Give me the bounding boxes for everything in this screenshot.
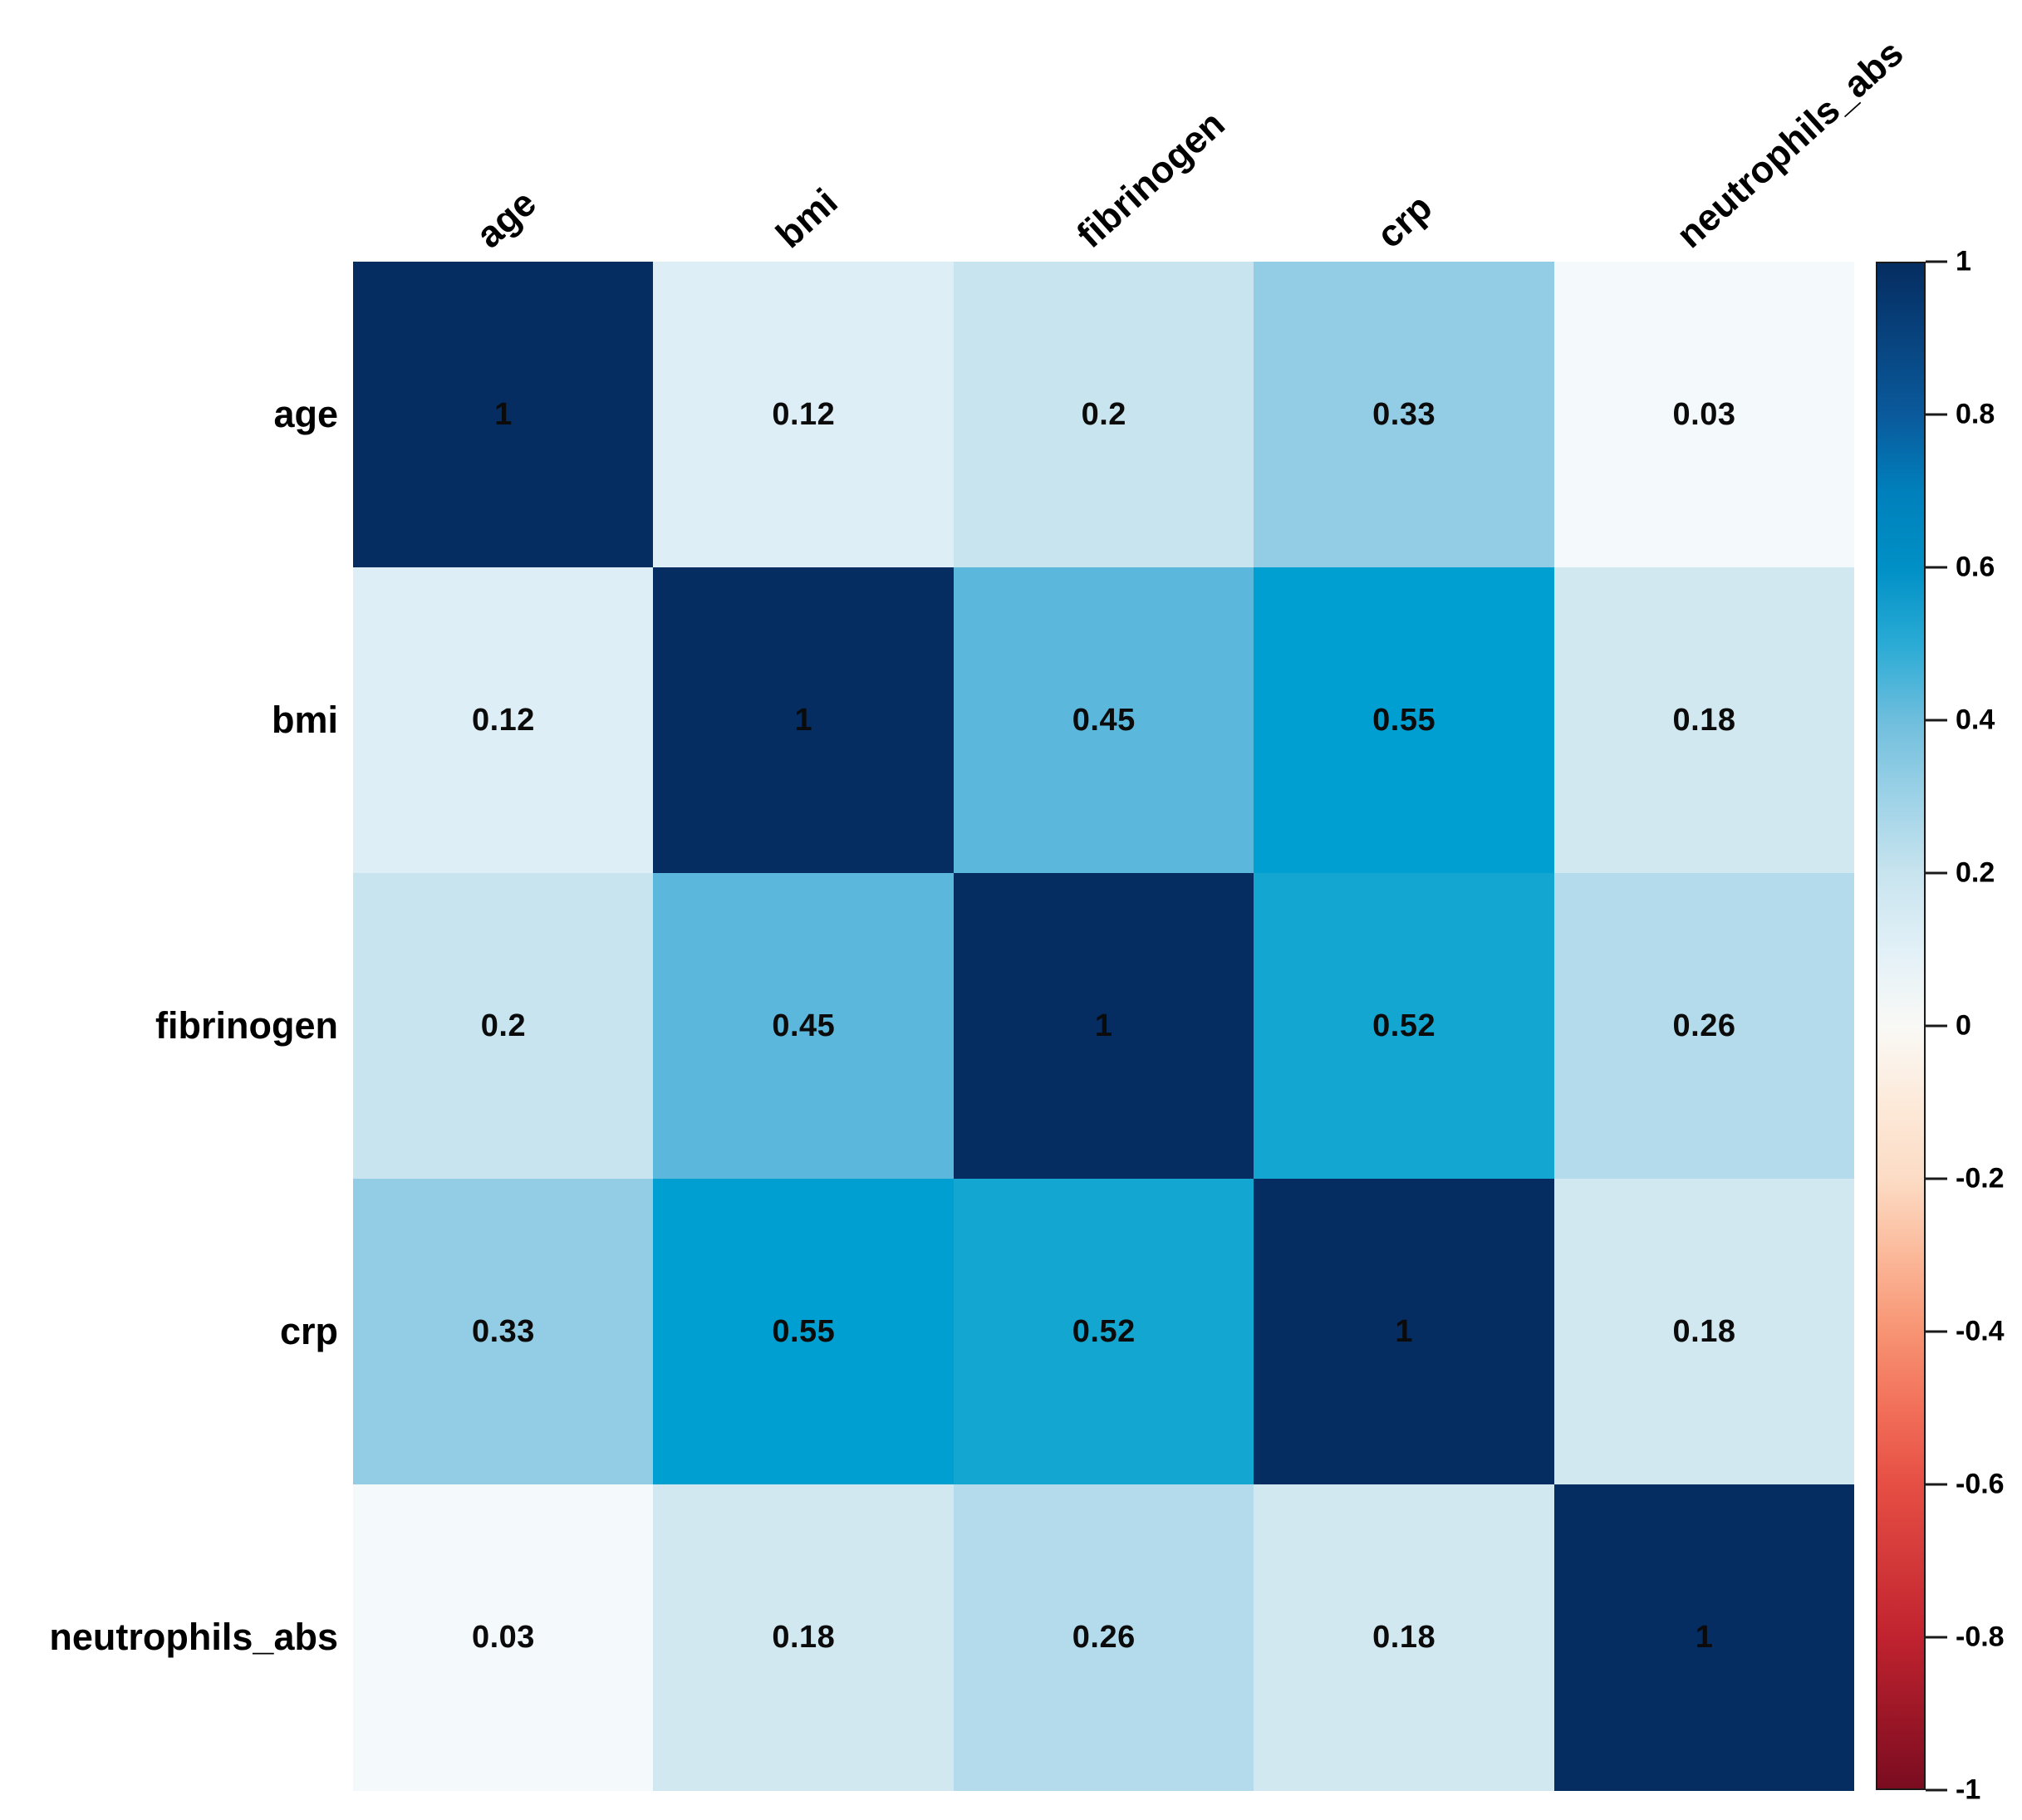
heatmap-cell: 0.33	[1254, 262, 1555, 568]
heatmap-cell: 0.18	[653, 1484, 955, 1791]
column-label-neutrophils_abs: neutrophils_abs	[1668, 31, 1912, 257]
cell-value: 0.26	[1072, 1619, 1136, 1655]
cell-value: 0.55	[1372, 702, 1436, 738]
cell-value: 0.2	[480, 1008, 527, 1043]
heatmap-cell: 1	[353, 262, 654, 568]
cell-value: 1	[1695, 1619, 1714, 1655]
row-label-crp: crp	[279, 1310, 338, 1352]
column-label-age: age	[467, 181, 544, 257]
cell-value: 1	[494, 396, 513, 432]
column-label-fibrinogen: fibrinogen	[1067, 102, 1233, 257]
colorbar-tick	[1926, 1788, 1947, 1792]
cell-value: 0.12	[471, 702, 535, 738]
heatmap-cell: 0.03	[353, 1484, 654, 1791]
colorbar-tick-label: 0.6	[1956, 551, 1995, 583]
cell-value: 0.33	[1372, 396, 1436, 432]
colorbar-tick-label: 0.4	[1956, 704, 1995, 736]
cell-value: 0.18	[1672, 702, 1736, 738]
colorbar-tick	[1926, 871, 1947, 875]
cell-value: 0.45	[1072, 702, 1136, 738]
heatmap-cell: 0.2	[353, 873, 654, 1180]
row-label-neutrophils_abs: neutrophils_abs	[49, 1616, 338, 1658]
colorbar-gradient	[1876, 262, 1926, 1790]
colorbar-tick-label: 0.2	[1956, 856, 1995, 889]
cell-value: 0.12	[772, 396, 836, 432]
cell-value: 0.03	[471, 1619, 535, 1655]
cell-value: 0.18	[1672, 1313, 1736, 1349]
colorbar-tick	[1926, 1636, 1947, 1639]
heatmap-cell: 0.2	[953, 262, 1254, 568]
heatmap-cell: 0.03	[1553, 262, 1855, 568]
cell-value: 1	[1094, 1008, 1113, 1043]
cell-value: 0.26	[1672, 1008, 1736, 1043]
cell-value: 0.33	[471, 1313, 535, 1349]
colorbar-tick-label: -0.2	[1956, 1162, 2005, 1195]
colorbar-tick	[1926, 1330, 1947, 1333]
heatmap-cell: 0.52	[953, 1179, 1254, 1485]
heatmap-cell: 0.18	[1254, 1484, 1555, 1791]
cell-value: 0.45	[772, 1008, 836, 1043]
colorbar-tick	[1926, 566, 1947, 569]
colorbar-tick-label: -0.8	[1956, 1621, 2005, 1653]
colorbar-tick	[1926, 1177, 1947, 1180]
heatmap-cell: 1	[1553, 1484, 1855, 1791]
colorbar-tick-label: -1	[1956, 1773, 1981, 1806]
column-label-bmi: bmi	[768, 179, 846, 257]
heatmap-cell: 0.55	[653, 1179, 955, 1485]
cell-value: 0.18	[772, 1619, 836, 1655]
heatmap-cell: 0.18	[1553, 1179, 1855, 1485]
row-label-fibrinogen: fibrinogen	[155, 1004, 338, 1047]
heatmap-cell: 1	[653, 567, 955, 874]
heatmap-grid: 1 0.12 0.2 0.33 0.03 0.12 1 0.45 0.55 0.18 0.2 0.45…	[353, 262, 1855, 1791]
heatmap-cell: 1	[1254, 1179, 1555, 1485]
colorbar-tick	[1926, 1483, 1947, 1486]
colorbar-tick	[1926, 1024, 1947, 1028]
heatmap-cell: 0.12	[653, 262, 955, 568]
heatmap-cell: 0.18	[1553, 567, 1855, 874]
heatmap-cell: 0.12	[353, 567, 654, 874]
colorbar-tick-label: 0	[1956, 1009, 1971, 1042]
row-label-age: age	[273, 393, 338, 435]
cell-value: 0.03	[1672, 396, 1736, 432]
cell-value: 0.52	[1072, 1313, 1136, 1349]
heatmap-cell: 0.26	[953, 1484, 1254, 1791]
colorbar-tick-label: -0.4	[1956, 1315, 2005, 1347]
heatmap-cell: 0.52	[1254, 873, 1555, 1180]
heatmap-cell: 0.33	[353, 1179, 654, 1485]
colorbar-tick	[1926, 260, 1947, 263]
colorbar-tick-label: 0.8	[1956, 398, 1995, 430]
row-label-bmi: bmi	[271, 699, 338, 741]
colorbar-tick	[1926, 719, 1947, 722]
colorbar-tick-label: 1	[1956, 245, 1971, 277]
colorbar-tick	[1926, 413, 1947, 416]
heatmap-cell: 0.55	[1254, 567, 1555, 874]
cell-value: 1	[1395, 1313, 1413, 1349]
colorbar-tick-label: -0.6	[1956, 1468, 2005, 1500]
cell-value: 0.52	[1372, 1008, 1436, 1043]
cell-value: 1	[794, 702, 813, 738]
heatmap-cell: 0.45	[953, 567, 1254, 874]
cell-value: 0.18	[1372, 1619, 1436, 1655]
heatmap-cell: 1	[953, 873, 1254, 1180]
cell-value: 0.55	[772, 1313, 836, 1349]
column-label-crp: crp	[1368, 185, 1440, 257]
heatmap-cell: 0.26	[1553, 873, 1855, 1180]
cell-value: 0.2	[1081, 396, 1126, 432]
heatmap-cell: 0.45	[653, 873, 955, 1180]
